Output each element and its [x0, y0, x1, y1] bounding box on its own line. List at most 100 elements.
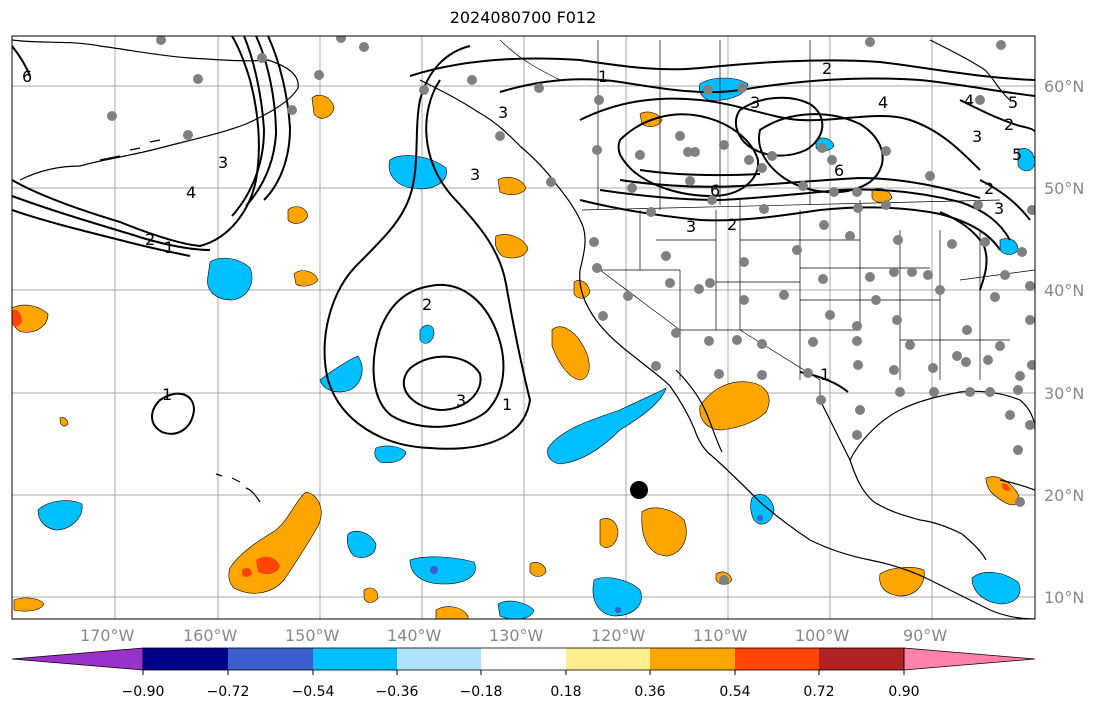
contour-label: 3	[972, 127, 982, 146]
cool-anomaly-regions	[37, 77, 1035, 619]
colorbar-tick-label: 0.72	[803, 684, 835, 700]
contour-west-1	[12, 45, 31, 77]
contour-pacific-low-3	[402, 355, 482, 412]
contour-label: 2	[422, 295, 432, 314]
contour-lines	[12, 36, 1035, 450]
lat-label-10n: 10°N	[1044, 588, 1085, 607]
contour-label: 2	[822, 59, 832, 78]
contour-canada-low-2	[617, 113, 760, 198]
lon-label-170w: 170°W	[80, 626, 135, 645]
map-title: 2024080700 F012	[449, 8, 597, 27]
cool-blob	[547, 387, 667, 465]
contour-label: 2	[727, 215, 737, 234]
warm-blob	[879, 567, 925, 597]
cool-blob	[592, 577, 642, 617]
colorbar-segment	[397, 648, 481, 670]
contour-label: 6	[22, 67, 32, 86]
lon-label-150w: 150°W	[285, 626, 340, 645]
colorbar-segment	[143, 648, 228, 670]
lon-label-130w: 130°W	[489, 626, 544, 645]
contour-alaska-2	[12, 195, 211, 251]
contour-label: 1	[502, 395, 512, 414]
colorbar-tick-label: 0.90	[888, 684, 920, 700]
contour-jet-3	[579, 97, 981, 171]
lon-label-160w: 160°W	[183, 626, 238, 645]
coastlines	[12, 39, 1035, 619]
warm-blob	[871, 188, 893, 203]
hot-blob	[242, 567, 252, 577]
colorbar-segment	[819, 648, 904, 670]
warm-blob	[293, 270, 319, 287]
lon-label-140w: 140°W	[387, 626, 442, 645]
warm-blob	[551, 326, 590, 381]
contour-label: 4	[964, 91, 974, 110]
colorbar-tick-label: −0.90	[121, 684, 165, 700]
contour-jet-6	[619, 176, 981, 199]
warm-blob	[641, 507, 687, 557]
lon-label-120w: 120°W	[591, 626, 646, 645]
contour-label: 3	[218, 153, 228, 172]
warm-blob	[494, 234, 529, 259]
deep-cool-regions	[430, 515, 763, 613]
colorbar-tick-label: 0.18	[550, 684, 582, 700]
hot-blob	[12, 309, 22, 327]
colorbar-segment	[481, 648, 566, 670]
lat-label-60n: 60°N	[1044, 77, 1085, 96]
colorbar-segment	[650, 648, 735, 670]
cool-blob	[37, 500, 83, 531]
contour-east-1	[959, 99, 1035, 133]
contour-label: 1	[598, 67, 608, 86]
contour-alaska-3	[231, 36, 266, 217]
contour-label: 3	[470, 165, 480, 184]
colorbar-arrow-high	[903, 647, 1036, 671]
hot-anomaly-regions	[12, 309, 1010, 577]
colorbar-tick-label: −0.18	[459, 684, 503, 700]
contour-label: 6	[834, 161, 844, 180]
contour-pacific-low-outer	[323, 45, 532, 450]
colorbar-segment	[228, 648, 313, 670]
colorbar-segment	[566, 648, 650, 670]
contour-alaska-6	[12, 209, 191, 257]
hot-blob	[1002, 483, 1010, 491]
warm-blob	[599, 518, 619, 548]
contour-label: 2	[145, 230, 155, 249]
contour-label: 6	[710, 181, 720, 200]
contour-label: 5	[1008, 93, 1018, 112]
lon-label-90w: 90°W	[903, 626, 948, 645]
contour-label: 1	[162, 385, 172, 404]
warm-blob	[529, 562, 547, 577]
lon-label-100w: 100°W	[795, 626, 850, 645]
contour-label: 2	[984, 179, 994, 198]
cool-blob	[971, 571, 1021, 605]
warm-blob	[699, 381, 770, 431]
colorbar-segment	[313, 648, 397, 670]
cool-blob	[497, 600, 535, 619]
cool-blob	[346, 531, 377, 558]
colorbar-tick-label: 0.36	[634, 684, 666, 700]
lat-label-50n: 50°N	[1044, 179, 1085, 198]
contour-label: 4	[878, 93, 888, 112]
contour-alaska-5	[263, 36, 292, 201]
warm-blob	[13, 597, 45, 612]
colorbar-segment	[735, 648, 819, 670]
contour-jet-7	[639, 169, 761, 177]
warm-blob	[497, 176, 527, 195]
contour-label: 3	[456, 391, 466, 410]
contour-label: 1	[820, 365, 830, 384]
contour-label: 4	[186, 183, 196, 202]
contour-canada-low-3	[758, 113, 884, 194]
colorbar-tick-label: −0.54	[291, 684, 335, 700]
contour-label: 3	[686, 217, 696, 236]
warm-blob	[363, 587, 379, 603]
cool-blob	[207, 257, 253, 301]
colorbar	[11, 647, 1036, 675]
cool-blob	[409, 556, 476, 585]
contour-label: 1	[164, 238, 174, 257]
contour-pacific-low-2	[372, 283, 505, 428]
lon-label-110w: 110°W	[693, 626, 748, 645]
lat-label-20n: 20°N	[1044, 486, 1085, 505]
lat-label-30n: 30°N	[1044, 384, 1085, 403]
warm-blob	[287, 206, 309, 224]
colorbar-tick-label: 0.54	[719, 684, 751, 700]
